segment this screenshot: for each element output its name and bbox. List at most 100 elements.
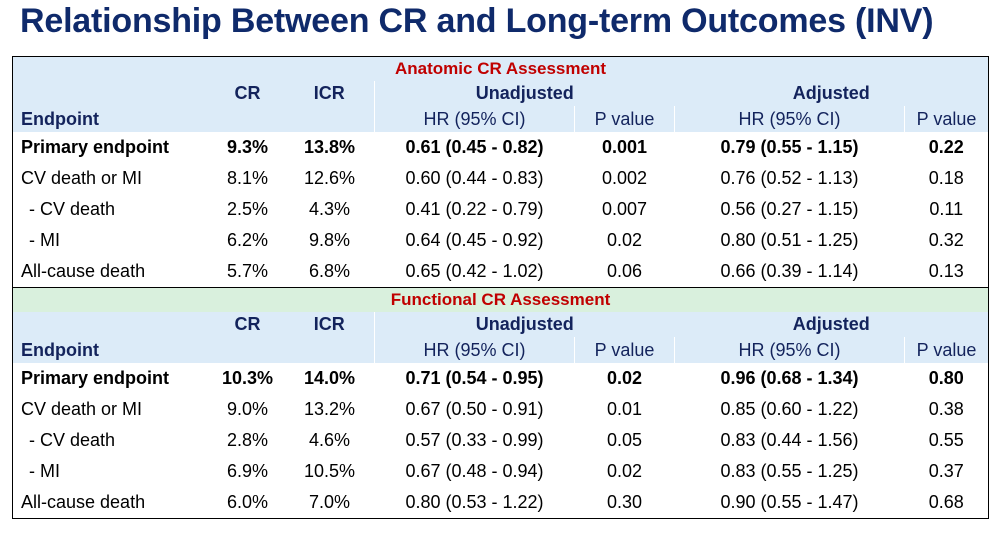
outcomes-table: Anatomic CR Assessment CR ICR Unadjusted… [12, 56, 990, 519]
section-header-anatomic: Anatomic CR Assessment [12, 56, 989, 81]
section-header-functional: Functional CR Assessment [12, 287, 989, 312]
p-unadjusted-cell: 0.02 [606, 368, 643, 388]
endpoint-cell: CV death or MI [21, 399, 143, 419]
p-adjusted-cell: 0.80 [928, 368, 964, 388]
hr-unadjusted-cell: 0.80 (0.53 - 1.22) [405, 492, 544, 512]
hr-adjusted-cell: 0.66 (0.39 - 1.14) [720, 261, 859, 281]
column-group-header: CR ICR Unadjusted Adjusted [12, 312, 989, 337]
cr-cell: 2.5% [226, 199, 269, 219]
empty-header-cell [13, 81, 211, 106]
hr-adjusted-cell: 0.56 (0.27 - 1.15) [720, 199, 859, 219]
empty-header-cell [211, 337, 285, 363]
hr-unadjusted-cell: 0.57 (0.33 - 0.99) [405, 430, 544, 450]
hr-unadjusted-cell: 0.67 (0.48 - 0.94) [405, 461, 544, 481]
icr-cell: 7.0% [308, 492, 351, 512]
hr-adjusted-cell: 0.83 (0.44 - 1.56) [720, 430, 859, 450]
p-adjusted-cell: 0.11 [929, 199, 964, 219]
hr-unadjusted-cell: 0.41 (0.22 - 0.79) [405, 199, 544, 219]
icr-header: ICR [313, 83, 345, 103]
adjusted-header: Adjusted [792, 83, 870, 103]
hr-adjusted-cell: 0.79 (0.55 - 1.15) [720, 137, 859, 157]
icr-cell: 6.8% [308, 261, 351, 281]
endpoint-cell: All-cause death [21, 261, 146, 281]
endpoint-cell: - MI [13, 456, 211, 487]
table-row: - CV death 2.8% 4.6% 0.57 (0.33 - 0.99) … [13, 425, 989, 456]
p-unadjusted-cell: 0.002 [601, 168, 648, 188]
outcomes-table-container: Anatomic CR Assessment CR ICR Unadjusted… [12, 56, 990, 519]
hr-unadjusted-cell: 0.65 (0.42 - 1.02) [405, 261, 544, 281]
p-adjusted-header: P value [903, 337, 989, 363]
table-row: All-cause death 6.0% 7.0% 0.80 (0.53 - 1… [13, 487, 989, 519]
hr-adjusted-header: HR (95% CI) [674, 106, 905, 132]
icr-cell: 9.8% [308, 230, 351, 250]
adjusted-header: Adjusted [792, 314, 870, 334]
hr-unadjusted-cell: 0.61 (0.45 - 0.82) [405, 137, 544, 157]
p-unadjusted-cell: 0.30 [606, 492, 643, 512]
p-unadjusted-cell: 0.001 [601, 137, 648, 157]
empty-header-cell [211, 106, 285, 132]
endpoint-cell: All-cause death [21, 492, 146, 512]
p-adjusted-cell: 0.13 [928, 261, 964, 281]
hr-unadjusted-cell: 0.71 (0.54 - 0.95) [405, 368, 544, 388]
icr-cell: 12.6% [303, 168, 356, 188]
p-adjusted-cell: 0.68 [928, 492, 964, 512]
cr-header: CR [234, 83, 261, 103]
icr-cell: 10.5% [303, 461, 356, 481]
hr-unadjusted-cell: 0.67 (0.50 - 0.91) [405, 399, 544, 419]
table-row: - MI 6.2% 9.8% 0.64 (0.45 - 0.92) 0.02 0… [13, 225, 989, 256]
endpoint-header: Endpoint [21, 339, 99, 360]
hr-adjusted-cell: 0.83 (0.55 - 1.25) [720, 461, 859, 481]
column-group-header: CR ICR Unadjusted Adjusted [12, 81, 989, 106]
hr-unadjusted-cell: 0.60 (0.44 - 0.83) [405, 168, 544, 188]
icr-header: ICR [313, 314, 345, 334]
p-adjusted-cell: 0.38 [928, 399, 964, 419]
p-adjusted-cell: 0.37 [928, 461, 964, 481]
cr-cell: 10.3% [221, 368, 274, 388]
p-unadjusted-header: P value [574, 106, 675, 132]
p-unadjusted-cell: 0.06 [606, 261, 643, 281]
table-row: Primary endpoint 10.3% 14.0% 0.71 (0.54 … [13, 363, 989, 394]
p-adjusted-cell: 0.32 [928, 230, 964, 250]
cr-cell: 2.8% [226, 430, 269, 450]
endpoint-cell: CV death or MI [21, 168, 143, 188]
p-unadjusted-cell: 0.05 [606, 430, 643, 450]
table-row: All-cause death 5.7% 6.8% 0.65 (0.42 - 1… [13, 256, 989, 288]
endpoint-cell: - CV death [13, 194, 211, 225]
table-row: - CV death 2.5% 4.3% 0.41 (0.22 - 0.79) … [13, 194, 989, 225]
table-row: CV death or MI 8.1% 12.6% 0.60 (0.44 - 0… [13, 163, 989, 194]
endpoint-indented-label: - CV death [29, 199, 116, 219]
cr-cell: 6.0% [226, 492, 269, 512]
section-title: Functional CR Assessment [12, 287, 989, 312]
unadjusted-header: Unadjusted [374, 81, 675, 106]
hr-adjusted-cell: 0.85 (0.60 - 1.22) [720, 399, 859, 419]
column-subheader: Endpoint HR (95% CI) P value HR (95% CI)… [12, 106, 989, 132]
cr-cell: 9.0% [226, 399, 269, 419]
endpoint-indented-label: - CV death [29, 430, 116, 450]
cr-cell: 6.2% [226, 230, 269, 250]
endpoint-cell: Primary endpoint [21, 137, 170, 157]
empty-header-cell [13, 312, 211, 337]
hr-unadjusted-header: HR (95% CI) [374, 337, 575, 363]
p-unadjusted-cell: 0.02 [606, 461, 643, 481]
icr-cell: 4.3% [308, 199, 351, 219]
cr-cell: 6.9% [226, 461, 269, 481]
p-unadjusted-cell: 0.02 [606, 230, 643, 250]
icr-cell: 4.6% [308, 430, 351, 450]
unadjusted-header: Unadjusted [374, 312, 675, 337]
hr-adjusted-cell: 0.90 (0.55 - 1.47) [720, 492, 859, 512]
table-row: CV death or MI 9.0% 13.2% 0.67 (0.50 - 0… [13, 394, 989, 425]
cr-header: CR [234, 314, 261, 334]
p-unadjusted-header: P value [574, 337, 675, 363]
empty-header-cell [285, 337, 375, 363]
hr-adjusted-cell: 0.80 (0.51 - 1.25) [720, 230, 859, 250]
endpoint-indented-label: - MI [29, 461, 60, 481]
endpoint-indented-label: - MI [29, 230, 60, 250]
endpoint-cell: - CV death [13, 425, 211, 456]
table-row: - MI 6.9% 10.5% 0.67 (0.48 - 0.94) 0.02 … [13, 456, 989, 487]
section-title: Anatomic CR Assessment [395, 59, 607, 78]
cr-cell: 5.7% [226, 261, 269, 281]
table-row: Primary endpoint 9.3% 13.8% 0.61 (0.45 -… [13, 132, 989, 163]
empty-header-cell [285, 106, 375, 132]
hr-adjusted-header: HR (95% CI) [674, 337, 905, 363]
p-adjusted-cell: 0.18 [928, 168, 964, 188]
